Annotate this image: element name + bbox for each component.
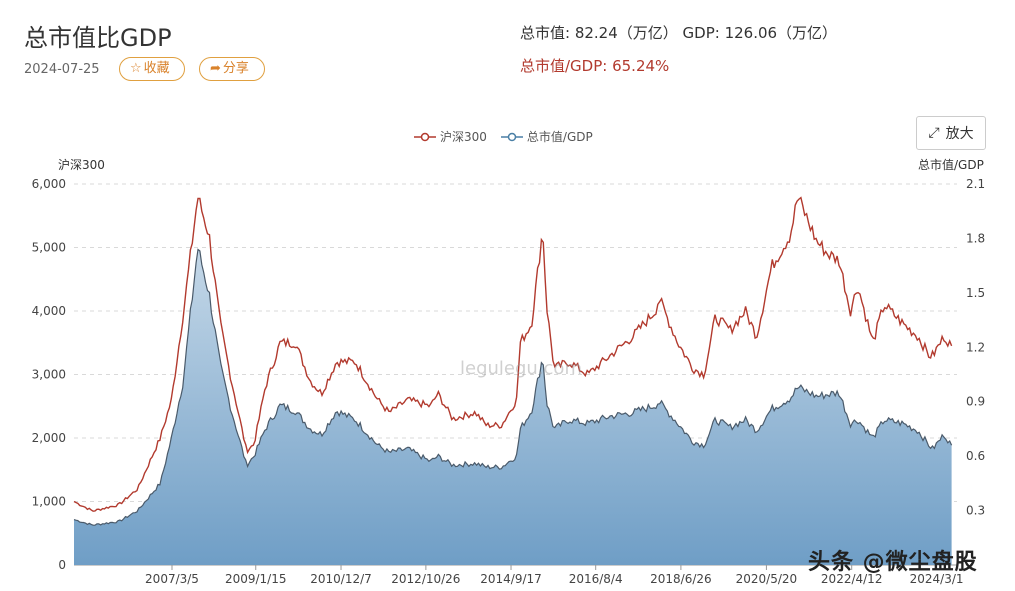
y-right-tick-label: 1.5 xyxy=(966,286,985,300)
brand-watermark: 头条 @微尘盘股 xyxy=(808,550,978,575)
x-tick-label: 2007/3/5 xyxy=(145,572,199,586)
ratio-stat: 总市值/GDP: 65.24% xyxy=(520,57,670,75)
zoom-button[interactable]: ⤢ 放大 xyxy=(916,116,986,150)
x-tick-label: 2009/1/15 xyxy=(225,572,287,586)
y-left-tick-label: 3,000 xyxy=(32,368,66,382)
zoom-label: 放大 xyxy=(945,126,974,142)
left-axis-title: 沪深300 xyxy=(58,158,105,172)
publish-date: 2024-07-25 xyxy=(24,62,100,77)
right-axis-title: 总市值/GDP xyxy=(918,158,984,172)
share-label: 分享 xyxy=(222,61,249,76)
y-right-tick-label: 0.9 xyxy=(966,395,985,409)
favorite-label: 收藏 xyxy=(143,61,170,76)
x-tick-label: 2010/12/7 xyxy=(310,572,372,586)
y-left-tick-label: 6,000 xyxy=(32,177,66,191)
y-left-tick-label: 4,000 xyxy=(32,304,66,318)
share-button[interactable]: ➦ 分享 xyxy=(199,57,265,81)
x-tick-label: 2020/5/20 xyxy=(736,572,798,586)
star-icon: ☆ xyxy=(130,61,142,76)
ratio-series-area xyxy=(74,249,952,565)
y-right-tick-label: 2.1 xyxy=(966,177,985,191)
legend-item-ratio[interactable]: 总市值/GDP xyxy=(500,128,593,145)
csi300-series-line xyxy=(73,196,953,512)
x-tick-label: 2016/8/4 xyxy=(569,572,623,586)
ratio-series-line xyxy=(73,248,953,526)
favorite-button[interactable]: ☆ 收藏 xyxy=(119,57,185,81)
y-left-tick-label: 0 xyxy=(58,558,66,572)
expand-icon: ⤢ xyxy=(928,125,940,141)
y-right-tick-label: 1.2 xyxy=(966,340,985,354)
chart-legend: 沪深300 总市值/GDP xyxy=(414,128,593,145)
watermark: legulegu.com xyxy=(460,358,582,379)
y-left-tick-label: 5,000 xyxy=(32,241,66,255)
legend-item-csi300[interactable]: 沪深300 xyxy=(414,128,487,145)
x-tick-label: 2014/9/17 xyxy=(480,572,542,586)
y-left-tick-label: 1,000 xyxy=(32,495,66,509)
y-right-tick-label: 1.8 xyxy=(966,231,985,245)
legend-label-ratio: 总市值/GDP xyxy=(526,130,593,144)
x-tick-label: 2018/6/26 xyxy=(650,572,712,586)
legend-label-csi300: 沪深300 xyxy=(440,130,487,144)
x-tick-label: 2022/4/12 xyxy=(821,572,883,586)
y-right-tick-label: 0.3 xyxy=(966,504,985,518)
x-tick-label: 2012/10/26 xyxy=(391,572,460,586)
page-title: 总市值比GDP xyxy=(24,24,172,52)
legend-line-marker-icon xyxy=(414,132,436,141)
share-arrow-icon: ➦ xyxy=(210,61,221,76)
x-tick-label: 2024/3/1 xyxy=(910,572,964,586)
market-cap-gdp-stat: 总市值: 82.24（万亿） GDP: 126.06（万亿） xyxy=(520,24,838,42)
y-right-tick-label: 0.6 xyxy=(966,449,985,463)
legend-line-marker-icon xyxy=(500,132,523,141)
y-left-tick-label: 2,000 xyxy=(32,431,66,445)
